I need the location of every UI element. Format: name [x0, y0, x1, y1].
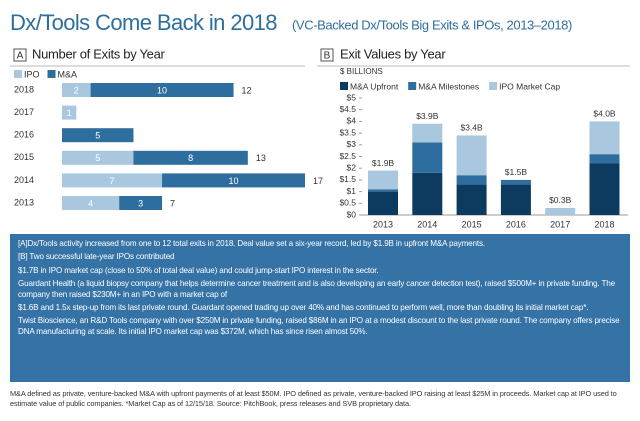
total-label: 13	[256, 153, 266, 163]
total-label: $1.5B	[505, 167, 528, 177]
legend-swatch	[489, 82, 498, 90]
total-label: $4.0B	[593, 109, 616, 119]
total-label: $3.4B	[460, 123, 483, 133]
note: $1.7B in IPO market cap (close to 50% of…	[18, 265, 379, 275]
chart-title: Exit Values by Year	[340, 46, 446, 61]
bar-segment	[162, 173, 305, 188]
bar-segment	[62, 128, 134, 143]
x-tick-label: 2013	[373, 219, 393, 229]
total-label: $0.3B	[549, 195, 572, 205]
note: [B] Two successful late-year IPOs contri…	[18, 252, 175, 262]
legend-label: IPO	[24, 69, 40, 79]
bar-segment	[368, 189, 398, 192]
y-tick-label: $5	[347, 92, 357, 102]
panel-letter: A	[17, 51, 24, 62]
y-tick-label: $0.5	[339, 198, 356, 208]
y-tick-label: 2018	[14, 84, 34, 94]
bar-segment	[368, 170, 398, 190]
notes-box: [A]Dx/Tools activity increased from one …	[10, 234, 630, 382]
panel-box	[13, 48, 27, 62]
y-tick-label: $2	[347, 162, 357, 172]
total-label: $3.9B	[416, 111, 439, 121]
bar-segment	[456, 135, 487, 176]
y-tick-label: 2013	[14, 197, 34, 207]
bar-segment	[62, 83, 91, 97]
bar-segment	[412, 172, 443, 215]
note: [A]Dx/Tools activity increased from one …	[18, 239, 485, 248]
note: Guardant Health (a liquid biopsy company…	[18, 279, 615, 299]
y-tick-label: $4	[347, 116, 357, 126]
bar-segment	[412, 142, 443, 173]
note: Twist Bioscience, an R&D Tools company w…	[18, 316, 620, 336]
bar-segment	[589, 154, 620, 164]
footnote: M&A defined as private, venture-backed M…	[10, 389, 617, 408]
y-tick-label: $3	[347, 139, 357, 149]
y-tick-label: 2017	[14, 107, 34, 117]
bar-segment	[119, 196, 163, 210]
segment-label: 4	[88, 198, 93, 208]
segment-label: 5	[95, 131, 100, 141]
x-tick-label: 2018	[594, 219, 614, 229]
bar-segment	[545, 207, 576, 215]
title: Dx/Tools Come Back in 2018	[10, 10, 277, 35]
bar-segment	[62, 105, 77, 120]
bar-segment	[500, 179, 531, 185]
chart-title: Number of Exits by Year	[32, 46, 166, 61]
y-tick-label: $1.5	[339, 174, 356, 184]
total-label: 7	[170, 198, 175, 208]
bar-segment	[456, 175, 487, 185]
segment-label: 10	[229, 176, 239, 186]
y-tick-label: 2014	[14, 175, 34, 185]
bar-segment	[589, 121, 620, 155]
segment-label: 1	[67, 108, 72, 118]
y-axis-label: $ BILLIONS	[340, 67, 383, 76]
legend-label: M&A	[58, 69, 78, 79]
subtitle: (VC-Backed Dx/Tools Big Exits & IPOs, 20…	[292, 17, 572, 32]
total-label: $1.9B	[372, 158, 395, 168]
y-tick-label: 2016	[14, 130, 34, 140]
y-tick-label: $1	[347, 186, 357, 196]
legend-label: M&A Upfront	[350, 81, 399, 91]
legend-label: M&A Milestones	[418, 81, 479, 91]
bar-segment	[62, 173, 163, 188]
bar-segment	[62, 150, 134, 165]
segment-label: 8	[188, 153, 193, 163]
legend-swatch	[340, 82, 348, 90]
segment-label: 10	[157, 85, 167, 95]
legend-swatch	[408, 82, 417, 90]
bar-segment	[368, 191, 398, 215]
y-tick-label: $3.5	[339, 127, 356, 137]
bar-segment	[90, 83, 234, 97]
segment-label: 7	[110, 176, 115, 186]
x-tick-label: 2017	[550, 219, 570, 229]
y-tick-label: 2015	[14, 152, 34, 162]
total-label: 12	[242, 85, 252, 95]
bar-segment	[412, 123, 443, 143]
y-tick-label: $4.5	[339, 104, 356, 114]
x-tick-label: 2015	[462, 219, 482, 229]
bar-segment	[62, 196, 120, 210]
bar-segment	[133, 150, 248, 165]
panel-box	[320, 48, 334, 62]
bar-segment	[456, 184, 487, 215]
legend-swatch	[47, 70, 56, 78]
segment-label: 2	[74, 85, 79, 95]
legend-swatch	[14, 70, 22, 78]
total-label: 17	[313, 176, 323, 186]
bar-segment	[589, 163, 620, 215]
note: $1.6B and 1.5x step-up from its last pri…	[18, 303, 589, 313]
segment-label: 5	[95, 153, 100, 163]
y-tick-label: $0	[347, 209, 357, 219]
y-tick-label: $2.5	[339, 151, 356, 161]
x-tick-label: 2016	[506, 219, 526, 229]
x-tick-label: 2014	[417, 219, 437, 229]
legend-label: IPO Market Cap	[499, 81, 560, 91]
bar-segment	[500, 184, 531, 215]
panel-letter: B	[324, 51, 331, 62]
segment-label: 3	[138, 198, 143, 208]
